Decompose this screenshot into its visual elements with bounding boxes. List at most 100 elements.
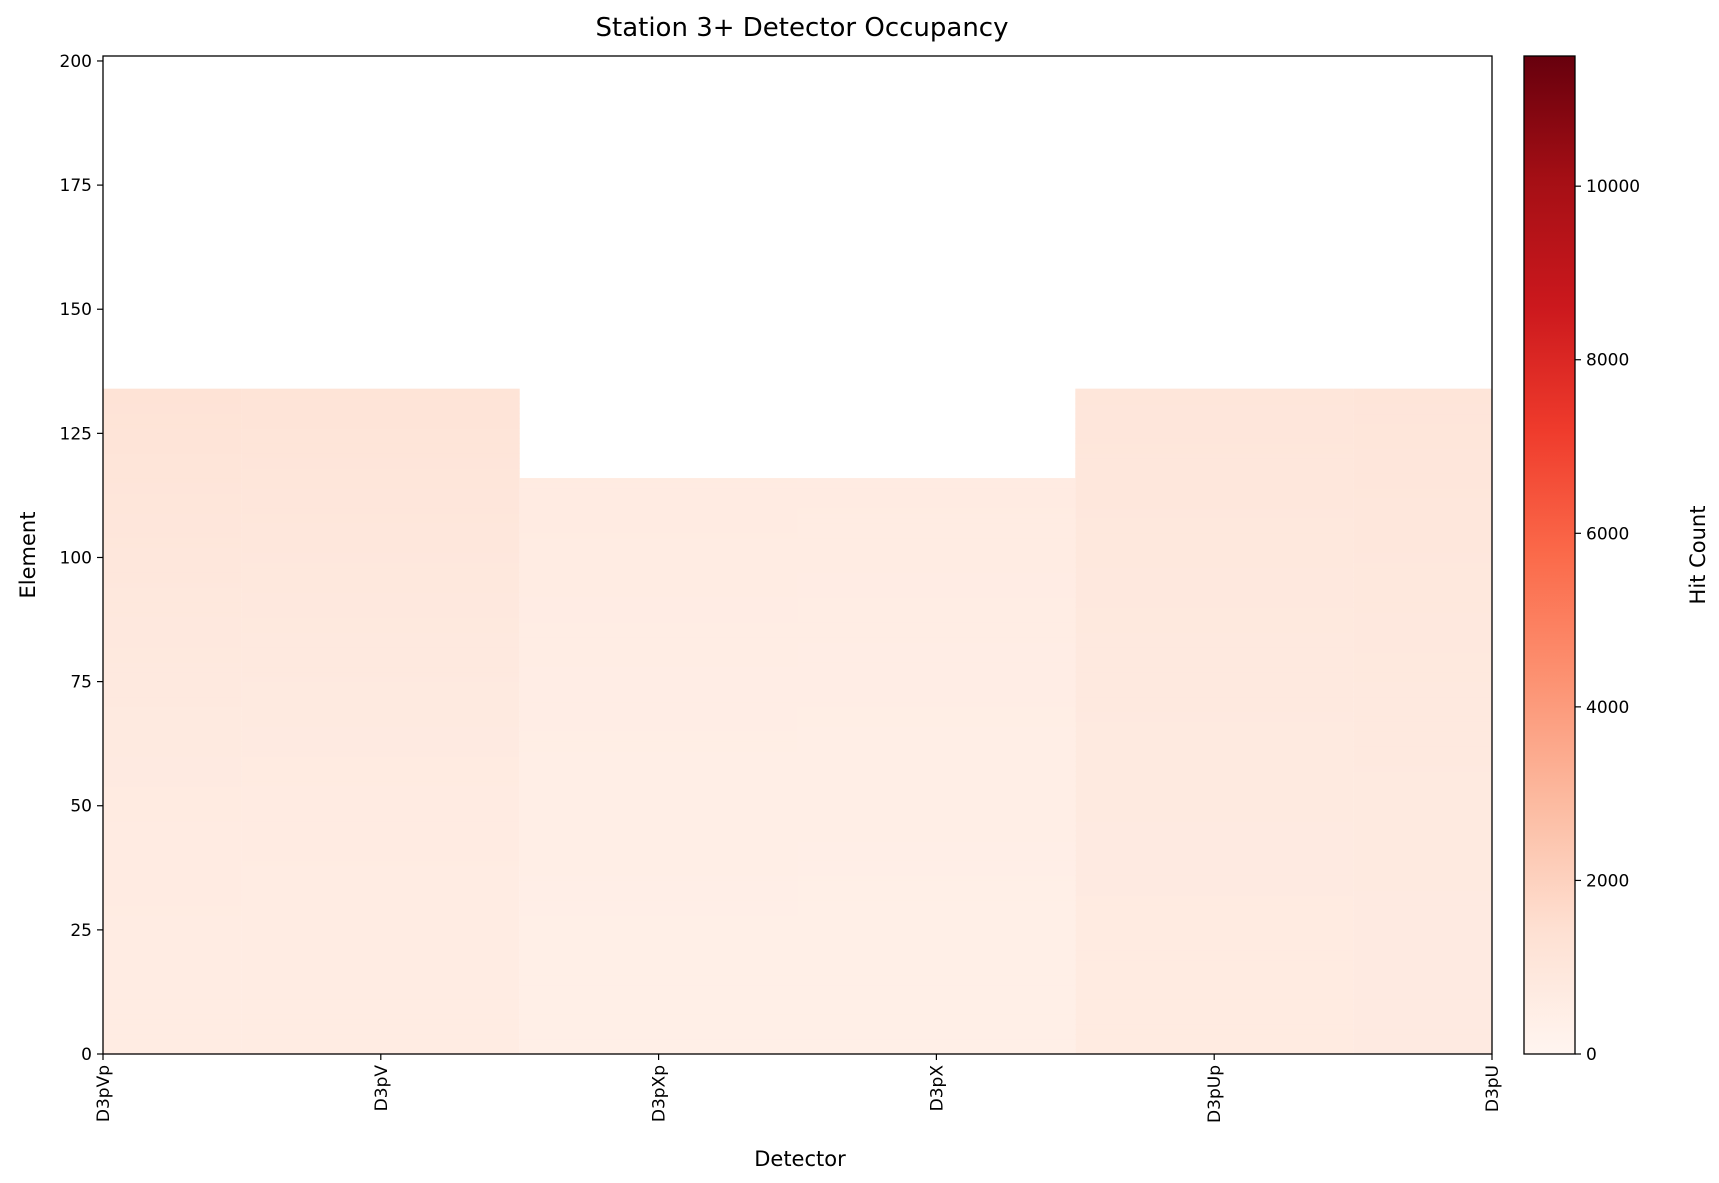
heatmap-cell	[1075, 423, 1354, 429]
heatmap-cell	[519, 562, 798, 569]
heatmap-cell	[519, 567, 798, 573]
heatmap-cell	[1353, 1039, 1492, 1045]
heatmap-cell	[103, 592, 242, 598]
heatmap-cell	[797, 746, 1076, 752]
heatmap-cell	[1353, 691, 1492, 698]
heatmap-cell	[241, 924, 520, 931]
heatmap-cell	[797, 602, 1076, 608]
heatmap-cell	[241, 562, 520, 569]
heatmap-cell	[1075, 487, 1354, 494]
heatmap-cell	[1075, 562, 1354, 569]
plot-frame	[102, 55, 1493, 1055]
heatmap-cell	[1075, 473, 1354, 479]
heatmap-cell	[1353, 463, 1492, 469]
heatmap-cell	[241, 631, 520, 638]
heatmap-cell	[797, 1049, 1076, 1055]
heatmap-cell	[797, 994, 1076, 1000]
heatmap-cell	[519, 999, 798, 1005]
heatmap-cell	[241, 780, 520, 787]
heatmap-cell	[1353, 914, 1492, 921]
heatmap-cell	[103, 626, 242, 633]
heatmap-cell	[797, 989, 1076, 996]
heatmap-cell	[797, 671, 1076, 678]
heatmap-cell	[241, 810, 520, 817]
heatmap-cell	[1075, 532, 1354, 539]
heatmap-cell	[241, 507, 520, 514]
heatmap-cell	[1353, 592, 1492, 598]
heatmap-cell	[103, 547, 242, 554]
heatmap-cell	[1075, 939, 1354, 946]
heatmap-cell	[1353, 706, 1492, 713]
heatmap-cell	[241, 1019, 520, 1025]
heatmap-cell	[1353, 840, 1492, 847]
heatmap-cell	[1353, 890, 1492, 896]
heatmap-cell	[519, 1034, 798, 1040]
heatmap-cell	[241, 418, 520, 425]
heatmap-cell	[103, 979, 242, 986]
heatmap-cell	[103, 517, 242, 524]
heatmap-cell	[241, 870, 520, 876]
heatmap-cell	[1075, 617, 1354, 623]
chart-title: Station 3+ Detector Occupancy	[596, 13, 1009, 43]
heatmap-cell	[1075, 443, 1354, 449]
heatmap-cell	[1075, 721, 1354, 727]
heatmap-cell	[1075, 507, 1354, 514]
heatmap-cell	[1353, 999, 1492, 1005]
heatmap-cell	[241, 949, 520, 956]
heatmap-cell	[241, 443, 520, 449]
heatmap-cell	[103, 711, 242, 717]
heatmap-cell	[241, 423, 520, 429]
heatmap-cell	[1075, 895, 1354, 901]
heatmap-cell	[797, 587, 1076, 593]
heatmap-cell	[519, 905, 798, 911]
heatmap-cell	[1353, 656, 1492, 663]
heatmap-cell	[241, 656, 520, 663]
heatmap-cell	[1353, 790, 1492, 797]
heatmap-cell	[1075, 428, 1354, 434]
heatmap-cell	[1353, 795, 1492, 802]
heatmap-cell	[1353, 800, 1492, 807]
heatmap-cell	[103, 388, 242, 395]
heatmap-cell	[241, 1014, 520, 1020]
heatmap-cell	[103, 800, 242, 807]
heatmap-cell	[103, 840, 242, 847]
heatmap-cell	[519, 636, 798, 643]
heatmap-cell	[1075, 656, 1354, 663]
heatmap-cell	[1075, 408, 1354, 415]
heatmap-cell	[1353, 959, 1492, 966]
heatmap-cell	[1075, 731, 1354, 737]
heatmap-cell	[1075, 522, 1354, 529]
y-tick-label: 175	[60, 176, 92, 196]
heatmap-cell	[1075, 547, 1354, 554]
heatmap-cell	[519, 502, 798, 509]
heatmap-cell	[103, 905, 242, 911]
heatmap-cell	[103, 562, 242, 569]
heatmap-cell	[797, 840, 1076, 847]
heatmap-cell	[1353, 552, 1492, 559]
heatmap-cell	[241, 458, 520, 464]
heatmap-cell	[519, 964, 798, 971]
heatmap-cell	[797, 492, 1076, 499]
heatmap-cell	[103, 701, 242, 708]
heatmap-cell	[241, 726, 520, 732]
heatmap-cell	[103, 438, 242, 444]
heatmap-cell	[797, 721, 1076, 727]
heatmap-cell	[103, 706, 242, 713]
heatmap-cell	[519, 487, 798, 494]
heatmap-cell	[103, 522, 242, 529]
heatmap-cell	[797, 527, 1076, 534]
heatmap-cell	[103, 671, 242, 678]
heatmap-cell	[519, 512, 798, 519]
x-tick-label: D3pUp	[1205, 1065, 1225, 1123]
heatmap-cell	[1075, 512, 1354, 519]
heatmap-cell	[1353, 736, 1492, 742]
heatmap-cell	[1075, 736, 1354, 742]
heatmap-cell	[1353, 716, 1492, 722]
heatmap-cell	[1353, 1034, 1492, 1040]
heatmap-cell	[241, 711, 520, 717]
heatmap-cell	[519, 989, 798, 996]
heatmap-cell	[519, 517, 798, 524]
heatmap-cell	[241, 701, 520, 708]
heatmap-cell	[1075, 612, 1354, 618]
heatmap-cell	[519, 954, 798, 961]
